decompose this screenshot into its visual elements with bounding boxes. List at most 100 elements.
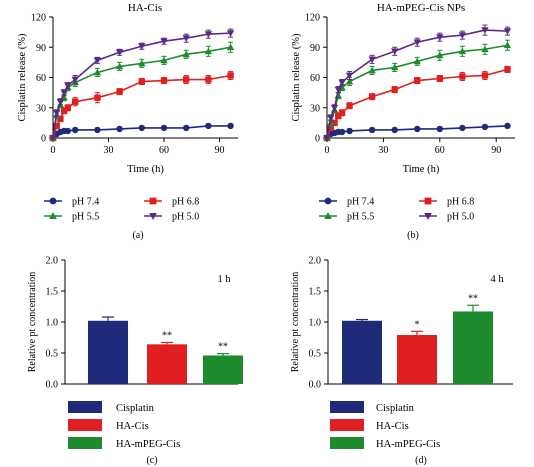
data-point: [53, 122, 60, 130]
data-point: [503, 41, 512, 49]
data-point: [327, 124, 334, 132]
data-point: [115, 62, 124, 70]
data-point: [436, 75, 443, 82]
data-point: [115, 49, 124, 56]
legend-item: pH 6.8: [419, 197, 474, 208]
significance-label: **: [468, 293, 478, 304]
legend-swatch: [330, 419, 364, 431]
x-tick-label: 60: [159, 145, 169, 156]
data-point: [53, 109, 61, 117]
data-point: [414, 77, 421, 84]
legend-item: Cisplatin: [68, 401, 155, 414]
data-point: [160, 56, 168, 64]
data-point: [57, 115, 64, 123]
data-point: [458, 32, 467, 39]
line-panel-a: HA-Cis 0 30 60 90 120 0 30 60 90 Time (h) Cisplatin…: [17, 2, 238, 241]
data-point: [116, 88, 123, 95]
legend-swatch: [68, 437, 102, 449]
data-point: [64, 127, 72, 135]
significance-label: **: [218, 342, 228, 353]
data-point: [116, 125, 123, 133]
data-point: [49, 135, 57, 142]
data-point: [345, 77, 354, 85]
data-point: [138, 78, 145, 85]
legend-item: Cisplatin: [330, 401, 415, 414]
legend-item: HA-Cis: [330, 419, 409, 432]
data-point: [331, 119, 338, 127]
data-point: [205, 122, 212, 130]
legend-item: HA-mPEG-Cis: [330, 437, 440, 450]
data-point: [93, 68, 102, 76]
x-tick-label: 90: [491, 145, 501, 156]
data-point: [368, 56, 376, 64]
bar-panel-c: 0.0 0.5 1.0 1.5 2.0 Relative pt concentration…: [27, 256, 243, 466]
series-pH-5-5: [49, 41, 235, 141]
data-point: [368, 93, 376, 100]
legend-label: pH 6.8: [447, 197, 474, 208]
y-tick-label: 60: [310, 73, 320, 84]
legend-swatch: [68, 419, 102, 431]
data-point: [226, 43, 235, 51]
y-tick-label: 0.0: [46, 380, 59, 391]
data-point: [182, 50, 190, 58]
legend-item: pH 5.5: [319, 212, 374, 223]
data-point: [504, 122, 511, 130]
data-point: [414, 125, 421, 133]
legend-marker: [324, 212, 332, 220]
legend-marker: [149, 212, 157, 220]
data-point: [138, 43, 146, 50]
legend-label: pH 5.5: [347, 212, 374, 223]
y-tick-label: 1.5: [309, 287, 322, 298]
x-axis-label: Time (h): [127, 164, 164, 175]
data-point: [335, 112, 342, 120]
y-axis-label: Cisplatin release (%): [291, 33, 302, 122]
y-tick-label: 60: [36, 73, 46, 84]
y-tick-label: 30: [310, 103, 320, 114]
data-point: [160, 38, 168, 45]
y-tick-label: 120: [31, 13, 46, 24]
data-point: [481, 123, 489, 131]
legend-swatch: [68, 401, 102, 413]
y-tick-label: 0.5: [46, 349, 59, 360]
legend-label: Cisplatin: [116, 403, 155, 414]
data-point: [227, 72, 234, 79]
legend-label: pH 5.0: [172, 212, 199, 223]
data-point: [459, 73, 466, 80]
y-tick-label: 0: [315, 134, 320, 145]
x-tick-label: 30: [104, 145, 114, 156]
legend-label: Cisplatin: [376, 403, 415, 414]
legend-label: HA-mPEG-Cis: [116, 439, 180, 450]
legend-item: pH 6.8: [144, 197, 199, 208]
y-tick-label: 30: [36, 103, 46, 114]
data-point: [72, 98, 79, 105]
series-pH-5-0: [323, 24, 512, 142]
bar-ha-mpeg-cis: [453, 311, 493, 384]
data-point: [138, 59, 146, 67]
y-axis-label: Cisplatin release (%): [17, 33, 28, 122]
data-point: [330, 104, 339, 112]
series-pH-6-8: [323, 65, 511, 142]
panel-label: (b): [407, 230, 419, 241]
y-tick-label: 90: [310, 43, 320, 54]
time-annotation: 4 h: [490, 274, 504, 285]
legend-item: pH 5.0: [419, 212, 474, 223]
legend-label: HA-Cis: [376, 421, 409, 432]
legend-label: pH 5.5: [72, 212, 99, 223]
legend-item: pH 5.0: [144, 212, 199, 223]
line-panel-b: HA-mPEG-Cis NPs 0 30 60 90 120 0 30 60 90 Time (h)…: [291, 2, 515, 241]
x-axis-label: Time (h): [403, 164, 440, 175]
data-point: [391, 63, 399, 71]
data-point: [323, 135, 331, 142]
data-point: [227, 122, 234, 130]
legend-swatch: [330, 437, 364, 449]
data-point: [56, 98, 65, 106]
y-tick-label: 2.0: [46, 256, 59, 267]
legend-label: HA-Cis: [116, 421, 149, 432]
data-point: [183, 124, 190, 132]
data-point: [60, 107, 68, 114]
legend-item: HA-Cis: [68, 419, 149, 432]
data-point: [481, 27, 489, 34]
data-point: [138, 124, 145, 132]
significance-label: **: [162, 330, 172, 341]
